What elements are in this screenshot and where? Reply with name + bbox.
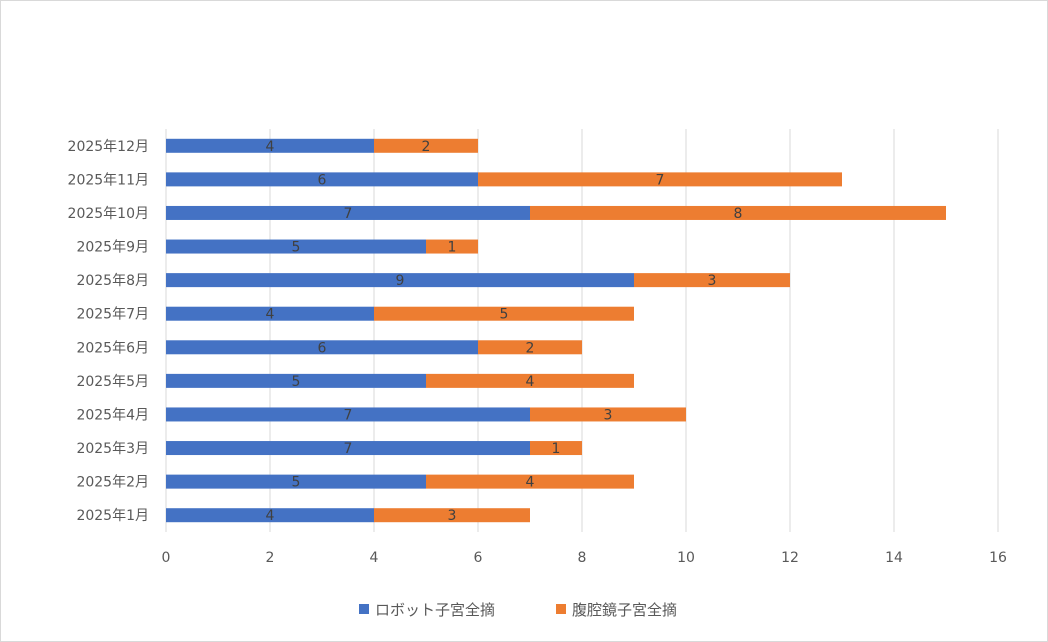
data-label: 3 [448, 508, 457, 524]
legend-label-series-2: 腹腔鏡子宮全摘 [572, 601, 677, 619]
y-category-label: 2025年5月 [76, 374, 149, 390]
data-label: 7 [656, 172, 665, 188]
legend: ロボット子宮全摘 腹腔鏡子宮全摘 [359, 601, 677, 619]
data-labels: 4 3 5 4 7 1 7 3 5 4 6 2 4 5 9 3 5 1 7 8 6 7 4 2 [266, 139, 743, 524]
y-category-label: 2025年4月 [76, 407, 149, 423]
data-label: 3 [708, 273, 717, 289]
x-axis: 0 2 4 6 8 10 12 14 16 [162, 550, 1007, 566]
data-label: 1 [552, 441, 561, 457]
data-label: 4 [266, 307, 275, 323]
gridlines [165, 129, 999, 532]
data-label: 5 [292, 374, 301, 390]
bar-segment-series-2 [426, 239, 478, 254]
bar-segment-series-2 [530, 407, 686, 422]
x-tick-label: 0 [162, 550, 171, 566]
data-label: 8 [734, 206, 743, 222]
data-label: 4 [526, 475, 535, 491]
bar-segment-series-1 [166, 273, 634, 288]
data-label: 9 [396, 273, 405, 289]
bar-segment-series-1 [166, 340, 478, 355]
data-label: 6 [318, 340, 327, 356]
data-label: 7 [344, 206, 353, 222]
bar-segment-series-2 [374, 138, 478, 153]
bar-segment-series-1 [166, 508, 374, 523]
bar-segment-series-2 [530, 205, 946, 220]
y-category-label: 2025年1月 [76, 508, 149, 524]
data-label: 4 [266, 139, 275, 155]
x-tick-label: 6 [474, 550, 483, 566]
legend-label-series-1: ロボット子宮全摘 [375, 601, 495, 619]
bar-segment-series-1 [166, 172, 478, 187]
x-tick-label: 4 [370, 550, 379, 566]
data-label: 7 [344, 407, 353, 423]
x-tick-label: 16 [989, 550, 1007, 566]
bar-segment-series-2 [634, 273, 790, 288]
bar-segment-series-2 [478, 172, 842, 187]
bar-segment-series-2 [530, 441, 582, 456]
data-label: 3 [604, 407, 613, 423]
y-category-label: 2025年11月 [68, 172, 149, 188]
y-category-label: 2025年12月 [68, 139, 149, 155]
data-label: 7 [344, 441, 353, 457]
data-label: 4 [266, 508, 275, 524]
y-category-label: 2025年8月 [76, 273, 149, 289]
bar-segment-series-1 [166, 138, 374, 153]
bar-segment-series-1 [166, 441, 530, 456]
bar-segment-series-1 [166, 474, 426, 489]
bar-segment-series-2 [374, 508, 530, 523]
y-category-label: 2025年6月 [76, 340, 149, 356]
x-tick-label: 8 [578, 550, 587, 566]
bar-segment-series-2 [426, 474, 634, 489]
data-label: 6 [318, 172, 327, 188]
y-category-label: 2025年9月 [76, 240, 149, 256]
y-category-label: 2025年10月 [68, 206, 149, 222]
bar-segment-series-2 [478, 340, 582, 355]
legend-swatch-series-2 [556, 604, 566, 614]
y-category-label: 2025年3月 [76, 441, 149, 457]
x-tick-label: 10 [677, 550, 695, 566]
data-label: 1 [448, 240, 457, 256]
legend-swatch-series-1 [359, 604, 369, 614]
x-tick-label: 2 [266, 550, 275, 566]
bar-segment-series-1 [166, 239, 426, 254]
y-axis: 2025年1月 2025年2月 2025年3月 2025年4月 2025年5月 2025年… [68, 139, 149, 524]
y-category-label: 2025年7月 [76, 307, 149, 323]
bar-segment-series-2 [374, 306, 634, 321]
bar-segment-series-1 [166, 306, 374, 321]
y-category-label: 2025年2月 [76, 475, 149, 491]
data-label: 5 [500, 307, 509, 323]
data-label: 4 [526, 374, 535, 390]
bar-segment-series-1 [166, 407, 530, 422]
bar-segment-series-1 [166, 373, 426, 388]
data-label: 2 [422, 139, 431, 155]
bar-segment-series-1 [166, 205, 530, 220]
data-label: 5 [292, 475, 301, 491]
data-label: 2 [526, 340, 535, 356]
x-tick-label: 14 [885, 550, 903, 566]
bars [166, 138, 946, 523]
bar-segment-series-2 [426, 373, 634, 388]
x-tick-label: 12 [781, 550, 799, 566]
data-label: 5 [292, 240, 301, 256]
